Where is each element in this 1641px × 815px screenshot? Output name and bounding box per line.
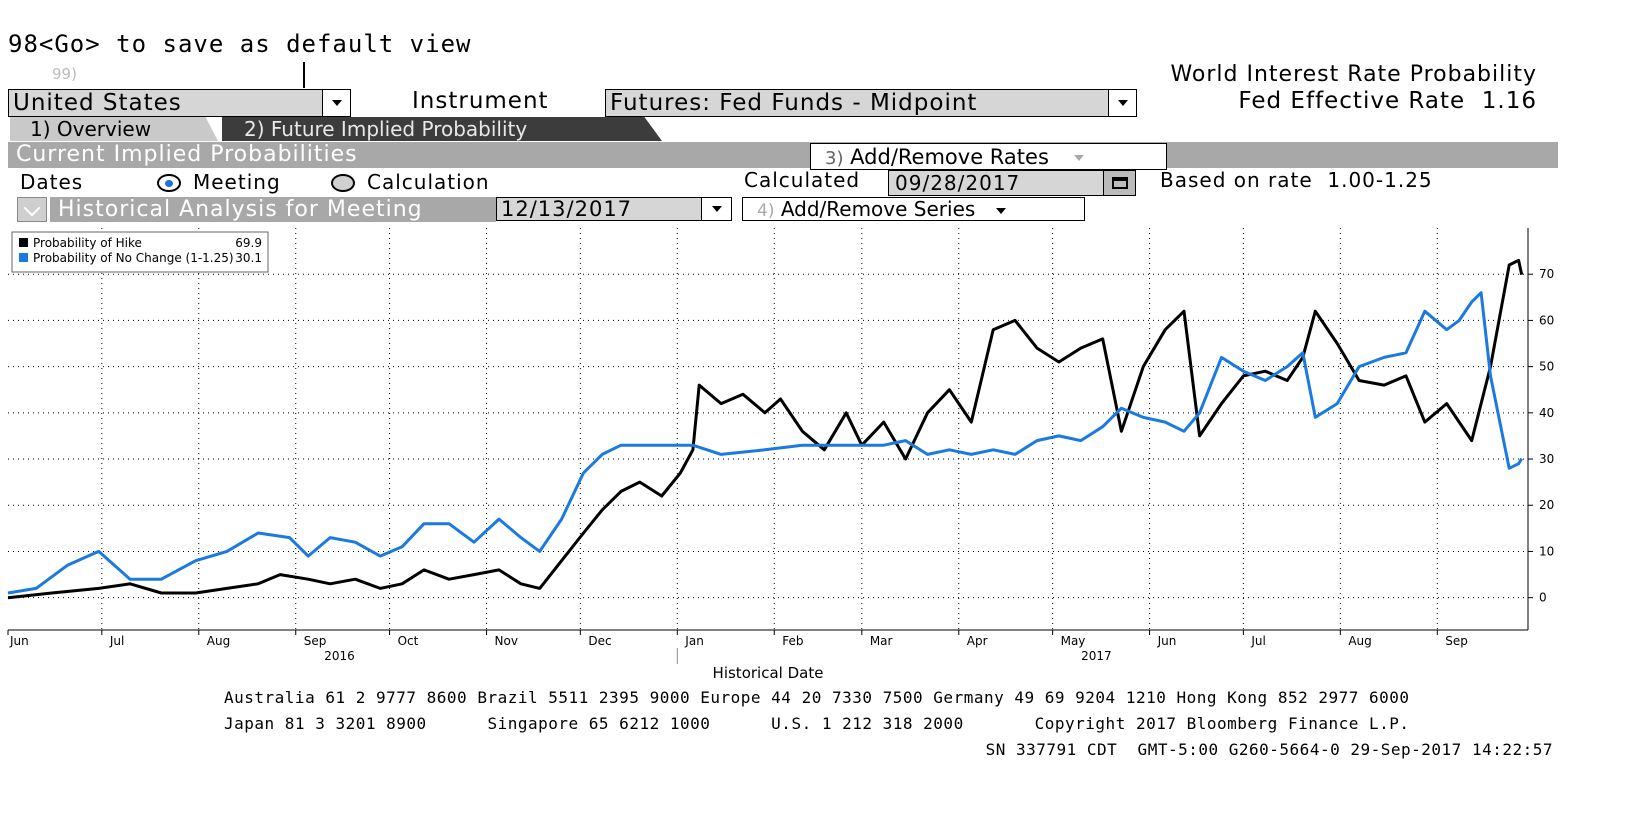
- series-line-no-change[interactable]: [7, 291, 1523, 595]
- x-axis-title: Historical Date: [713, 664, 824, 682]
- x-tick-label: Sep: [304, 634, 327, 648]
- add-series-label: Add/Remove Series: [780, 197, 976, 221]
- add-rates-number: 3): [825, 148, 844, 169]
- x-tick-label: Jun: [9, 634, 29, 648]
- y-tick-label: 50: [1539, 360, 1554, 374]
- command-hint: 98<Go> to save as default view: [8, 30, 472, 58]
- chevron-down-icon[interactable]: [1108, 90, 1136, 116]
- calculated-date-value: 09/28/2017: [895, 171, 1021, 195]
- legend-swatch: [19, 253, 28, 262]
- footer-contacts-2: Japan 81 3 3201 8900 Singapore 65 6212 1…: [224, 714, 1410, 733]
- instrument-select[interactable]: Futures: Fed Funds - Midpoint: [605, 89, 1137, 117]
- x-tick-label: Jun: [1157, 634, 1177, 648]
- tab-future-implied-probability[interactable]: 2) Future Implied Probability: [222, 117, 662, 141]
- x-tick-label: Jul: [1250, 634, 1265, 648]
- add-remove-rates-button[interactable]: 3) Add/Remove Rates: [810, 143, 1167, 170]
- legend-label: Probability of Hike: [33, 236, 142, 250]
- field-hint: 99): [52, 65, 77, 83]
- fed-effective-rate: Fed Effective Rate 1.16: [1238, 88, 1537, 114]
- based-on-label: Based on rate: [1160, 168, 1313, 192]
- calculated-label: Calculated: [744, 168, 861, 192]
- section-title: Current Implied Probabilities: [16, 142, 358, 167]
- y-tick-label: 20: [1539, 498, 1554, 512]
- chevron-down-icon: [1073, 155, 1084, 161]
- x-tick-label: Oct: [398, 634, 419, 648]
- calculated-date-field[interactable]: 09/28/2017: [888, 170, 1136, 196]
- legend-swatch: [19, 238, 28, 247]
- footer-session: SN 337791 CDT GMT-5:00 G260-5664-0 29-Se…: [985, 740, 1553, 759]
- radio-meeting-label[interactable]: Meeting: [193, 170, 281, 194]
- x-tick-label: May: [1061, 634, 1086, 648]
- y-tick-label: 40: [1539, 406, 1554, 420]
- collapse-toggle[interactable]: [17, 197, 47, 222]
- cursor-marker: [303, 62, 305, 88]
- x-tick-label: Aug: [1348, 634, 1371, 648]
- section-banner: Current Implied Probabilities: [8, 142, 1558, 168]
- series-line-hike[interactable]: [7, 258, 1524, 600]
- chevron-down-icon: [995, 207, 1006, 214]
- add-rates-label: Add/Remove Rates: [850, 145, 1049, 169]
- year-label: 2017: [1081, 649, 1112, 663]
- meeting-date-select[interactable]: 12/13/2017: [496, 197, 732, 221]
- instrument-label: Instrument: [412, 88, 549, 114]
- x-tick-label: Jul: [109, 634, 124, 648]
- x-tick-label: Sep: [1445, 634, 1468, 648]
- calendar-icon[interactable]: [1103, 171, 1135, 195]
- based-on-rate: Based on rate 1.00-1.25: [1160, 168, 1433, 192]
- historical-title: Historical Analysis for Meeting: [58, 197, 423, 222]
- x-tick-label: Mar: [870, 634, 893, 648]
- meeting-date-value: 12/13/2017: [501, 197, 633, 221]
- x-tick-label: Aug: [207, 634, 230, 648]
- dates-label: Dates: [20, 170, 84, 194]
- legend-label: Probability of No Change (1-1.25): [33, 251, 234, 265]
- legend: [11, 231, 269, 273]
- legend-value: 69.9: [235, 236, 262, 250]
- probability-chart[interactable]: Jun Jul Aug Sep Oct Nov Dec Jan Feb Mar Apr May Jun J…: [0, 222, 1641, 688]
- tab-overview[interactable]: 1) Overview: [10, 117, 218, 141]
- radio-calculation-label[interactable]: Calculation: [367, 170, 490, 194]
- page-title: World Interest Rate Probability: [1170, 62, 1537, 87]
- plot-area: [8, 228, 1528, 630]
- country-select[interactable]: United States: [8, 89, 351, 117]
- fed-effective-label: Fed Effective Rate: [1238, 88, 1466, 114]
- y-tick-label: 60: [1539, 313, 1554, 327]
- add-remove-series-button[interactable]: 4) Add/Remove Series: [742, 197, 1085, 221]
- x-tick-label: Apr: [967, 634, 988, 648]
- chevron-down-icon[interactable]: [701, 198, 731, 220]
- x-tick-label: Jan: [684, 634, 704, 648]
- historical-banner: Historical Analysis for Meeting: [50, 197, 496, 222]
- footer-contacts-1: Australia 61 2 9777 8600 Brazil 5511 239…: [224, 688, 1410, 707]
- radio-meeting[interactable]: [157, 174, 181, 192]
- year-label: 2016: [324, 649, 355, 663]
- x-tick-label: Dec: [588, 634, 611, 648]
- y-tick-label: 0: [1539, 591, 1547, 605]
- radio-calculation[interactable]: [331, 174, 355, 192]
- country-select-value: United States: [13, 90, 182, 116]
- y-tick-label: 30: [1539, 452, 1554, 466]
- chevron-down-icon: [23, 199, 41, 216]
- instrument-select-value: Futures: Fed Funds - Midpoint: [610, 90, 978, 116]
- add-series-number: 4): [757, 201, 775, 221]
- x-tick-label: Feb: [782, 634, 803, 648]
- x-tick-label: Nov: [495, 634, 518, 648]
- fed-effective-value: 1.16: [1481, 88, 1537, 114]
- y-tick-label: 10: [1539, 544, 1554, 558]
- legend-value: 30.1: [235, 251, 262, 265]
- y-tick-label: 70: [1539, 267, 1554, 281]
- chevron-down-icon[interactable]: [322, 90, 350, 116]
- based-on-value: 1.00-1.25: [1327, 168, 1433, 192]
